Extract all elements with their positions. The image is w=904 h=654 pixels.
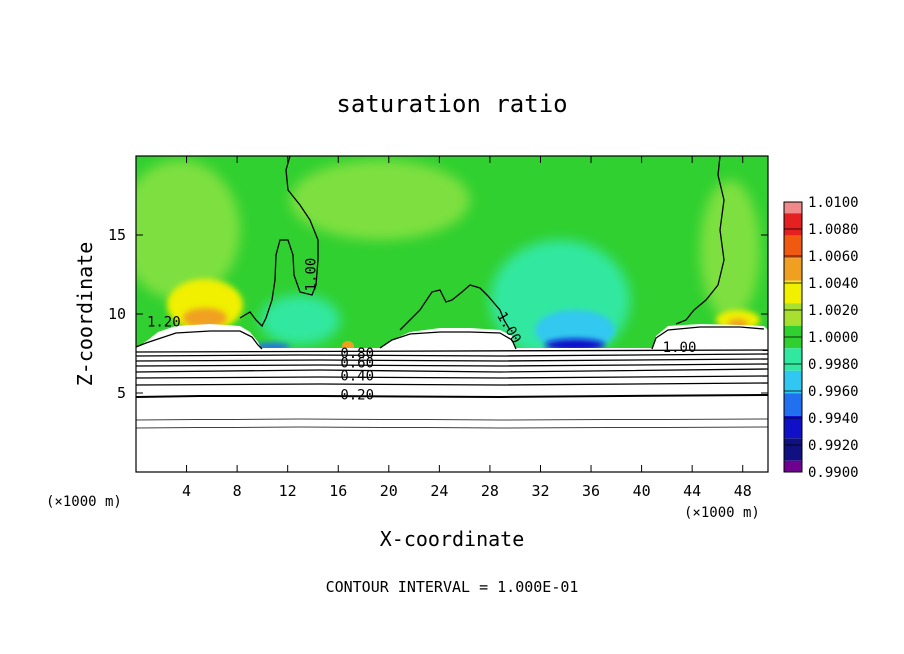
contour-label: 0.40	[340, 368, 374, 384]
contour-labels: 1.001.20 1.001.000.800.600.400.20	[147, 258, 696, 404]
contour-line	[136, 382, 768, 386]
colorbar-swatch	[784, 438, 802, 461]
field-orange-left	[183, 308, 227, 328]
plot-area: 1.001.20 1.001.000.800.600.400.20 4 8 12 16 2…	[108, 155, 769, 500]
contour-lines	[136, 156, 768, 429]
field-light-green-mid	[290, 160, 470, 240]
field-lightblue-mid	[535, 310, 615, 350]
x-tick-label: 28	[481, 482, 499, 500]
contour-line	[136, 330, 263, 350]
colorbar-label: 0.9920	[808, 438, 859, 454]
colorbar-label: 1.0100	[808, 195, 859, 211]
colorbar-label: 0.9980	[808, 357, 859, 373]
contour-line	[136, 394, 768, 399]
x-tick-label: 12	[279, 482, 297, 500]
colorbar-swatch	[784, 202, 802, 214]
contour-line	[136, 349, 768, 353]
y-tick-label: 15	[108, 226, 126, 244]
colorbar-swatch	[784, 280, 802, 304]
colorbar-label: 1.0000	[808, 330, 859, 346]
colorbar-label: 0.9960	[808, 384, 859, 400]
y-axis-label: Z-coordinate	[73, 242, 97, 387]
colorbar-swatch	[784, 348, 802, 371]
contour-label: 1.00	[303, 258, 319, 292]
x-tick-label: 36	[582, 482, 600, 500]
contour-line	[136, 426, 768, 429]
x-tick-label: 32	[531, 482, 549, 500]
x-tick-label: 24	[430, 482, 448, 500]
contour-label: 0.80	[340, 346, 374, 362]
field-light-green-left	[136, 160, 240, 300]
contour-line	[239, 156, 319, 328]
colorbar-swatch	[784, 303, 802, 326]
contour-label: 0.20	[340, 387, 374, 403]
contour-line	[136, 418, 768, 421]
x-tick-label: 8	[233, 482, 242, 500]
x-unit-left: (×1000 m)	[46, 494, 122, 510]
white-region-right	[652, 324, 768, 350]
colorbar-label: 1.0080	[808, 222, 859, 238]
contour-line	[399, 284, 511, 331]
colorbar-label: 1.0060	[808, 249, 859, 265]
contour-line	[136, 368, 768, 373]
x-unit-right: (×1000 m)	[684, 505, 760, 521]
x-tick-label: 16	[329, 482, 347, 500]
y-tick-label: 5	[117, 384, 126, 402]
contour-line	[136, 363, 768, 367]
colorbar-swatch	[784, 393, 802, 416]
field-light-green-right	[700, 180, 760, 320]
colorbar-swatch	[784, 415, 802, 439]
contour-line	[136, 353, 768, 357]
field-cyan-left	[260, 295, 340, 345]
contour-label: 1.00	[663, 340, 697, 356]
contour-label: 0.60	[340, 356, 374, 372]
colorbar-swatch	[784, 258, 802, 281]
colorbar-swatch	[784, 460, 802, 472]
y-axis: 5 10 15	[108, 226, 768, 402]
colorbar-label: 0.9940	[808, 411, 859, 427]
contour-line	[136, 358, 768, 362]
contour-line	[136, 375, 768, 379]
colorbar-label: 1.0020	[808, 303, 859, 319]
colorbar-swatch	[784, 235, 802, 259]
contour-interval-note: CONTOUR INTERVAL = 1.000E-01	[326, 578, 579, 596]
x-tick-label: 40	[633, 482, 651, 500]
y-tick-label: 10	[108, 305, 126, 323]
contour-line	[379, 331, 517, 350]
x-axis-label: X-coordinate	[380, 527, 525, 551]
colorbar: 1.0100 1.0080 1.0060 1.0040 1.0020 1.0000 0.99…	[783, 195, 859, 481]
colorbar-swatch	[784, 213, 802, 236]
colorbar-swatch	[784, 370, 802, 394]
x-axis: 4 8 12 16 20 24 28 32 36 40 44 48	[182, 156, 752, 500]
contour-label: 1.20	[147, 315, 181, 331]
colorbar-label: 0.9900	[808, 465, 859, 481]
heatmap-field: 1.001.20 1.001.000.800.600.400.20	[136, 156, 768, 472]
white-region-lower	[136, 348, 768, 472]
x-tick-label: 48	[734, 482, 752, 500]
contour-line	[651, 326, 765, 350]
x-tick-label: 4	[182, 482, 191, 500]
contour-line	[675, 156, 725, 325]
x-tick-label: 44	[683, 482, 701, 500]
colorbar-label: 1.0040	[808, 276, 859, 292]
chart-title: saturation ratio	[336, 90, 567, 118]
x-tick-label: 20	[380, 482, 398, 500]
